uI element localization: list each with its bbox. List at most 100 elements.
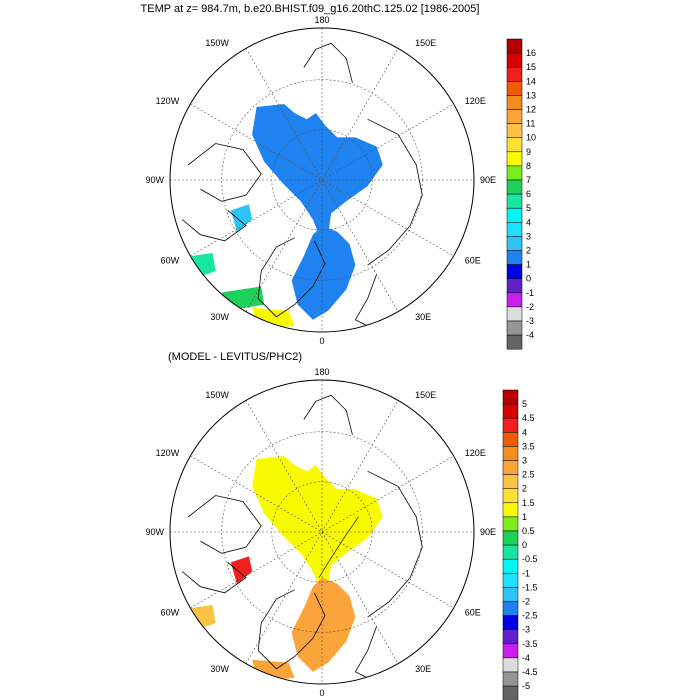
lon-label-r30: 30E (415, 664, 431, 674)
panel-title: (MODEL - LEVITUS/PHC2) (168, 351, 302, 363)
colorbar-label: 4.5 (522, 413, 535, 423)
colorbar-swatch (502, 671, 519, 687)
lon-label-r90: 90E (480, 175, 496, 185)
basin-region (252, 104, 383, 235)
contour-line (318, 516, 359, 578)
coastline (187, 143, 262, 202)
map-border (169, 27, 475, 333)
meridian (245, 48, 399, 312)
lon-label-l60: 60W (161, 256, 180, 266)
colorbar-label: 16 (526, 48, 536, 58)
colorbar-label: 0 (526, 274, 531, 284)
colorbar-label: 7 (526, 175, 531, 185)
colorbar-label: 8 (526, 161, 531, 171)
colorbar-label: 3.5 (522, 441, 535, 451)
coastline (354, 274, 378, 327)
colorbar-swatch (506, 165, 523, 181)
colorbar-swatch (502, 685, 519, 700)
colorbar-label: 3 (526, 231, 531, 241)
colorbar-swatch (506, 236, 523, 251)
colorbar-label: 9 (526, 147, 531, 157)
lon-label-l30: 30W (210, 312, 229, 322)
colorbar-label: 4 (522, 427, 527, 437)
lon-label-r150: 150E (415, 390, 436, 400)
longitude-labels: 180 0 150W 150E 120W 120E 90W 90E 60W 60E 30W 30E (145, 15, 496, 346)
colorbar-swatch (502, 446, 519, 461)
colorbar-label: 0 (522, 540, 527, 550)
coastline (303, 394, 353, 435)
colorbar-label: 0.5 (522, 526, 535, 536)
colorbar-label: 4 (526, 217, 531, 227)
colorbar-label: -5 (522, 681, 530, 691)
colorbar-swatch (502, 417, 519, 433)
lon-label-r30: 30E (415, 312, 431, 322)
lon-label-l60: 60W (161, 608, 180, 618)
lon-label-r90: 90E (480, 527, 496, 537)
colorbar-swatch (506, 334, 523, 350)
map-border (169, 379, 475, 685)
colorbar-swatch (502, 657, 519, 673)
nordic-region (291, 225, 356, 320)
colorbar-label: 11 (526, 119, 535, 129)
coastline (181, 210, 247, 242)
colorbar-swatch (506, 179, 523, 195)
colorbar-swatch (502, 502, 519, 518)
polar-map (169, 379, 475, 685)
labrador-region (191, 253, 216, 278)
colorbar-label: 5 (526, 203, 531, 213)
colorbar-swatch (502, 488, 519, 504)
colorbar-swatch (502, 558, 519, 574)
labrador-region (191, 605, 216, 630)
lon-label-bottom: 0 (319, 336, 324, 346)
colorbar-swatch (502, 601, 519, 616)
basin-region (252, 456, 383, 587)
colorbar-label: 13 (526, 90, 536, 100)
longitude-labels: 180 0 150W 150E 120W 120E 90W 90E 60W 60E 30W 30E (145, 367, 496, 698)
colorbar-label: -4.5 (522, 667, 538, 677)
lon-label-l90: 90W (145, 527, 164, 537)
colorbar-swatch (506, 320, 523, 336)
colorbar-label: 1 (526, 260, 531, 270)
lon-label-r60: 60E (465, 256, 481, 266)
colorbar-swatch (506, 306, 523, 322)
coastline (367, 118, 423, 266)
lon-label-r120: 120E (465, 448, 486, 458)
colorbar-swatch (506, 193, 523, 209)
colorbar-swatch (502, 474, 519, 489)
colorbar-label: 10 (526, 133, 536, 143)
colorbar-swatch (502, 432, 519, 447)
coastline (187, 495, 262, 554)
colorbar-label: -2 (522, 597, 530, 607)
colorbar-swatch (502, 587, 519, 602)
colorbar-swatch (506, 52, 523, 68)
lon-label-r60: 60E (465, 608, 481, 618)
lon-label-l150: 150W (205, 390, 229, 400)
colorbar-label: -3 (526, 316, 534, 326)
lon-label-l90: 90W (145, 175, 164, 185)
colorbar-label: -1 (526, 288, 534, 298)
nordic-region (291, 577, 356, 672)
colorbar-label: -0.5 (522, 554, 538, 564)
colorbar-swatch (506, 292, 523, 308)
colorbar-swatch (502, 403, 519, 419)
colorbar-swatch (506, 264, 523, 279)
colorbar-swatch (506, 95, 523, 110)
colorbar-swatch (506, 109, 523, 124)
lon-label-r150: 150E (415, 38, 436, 48)
baffin-region (230, 556, 253, 584)
colorbar-swatch (506, 278, 523, 294)
colorbar-label: -2 (526, 302, 534, 312)
lon-label-l120: 120W (156, 448, 180, 458)
colorbar: 5 4.5 4 3.5 3 2.5 2 1.5 1 0.5 0 -0.5 -1 -1.5 -2 -2.5 -3 -… (502, 389, 538, 700)
coastline (257, 589, 326, 670)
colorbar-label: 2 (522, 484, 527, 494)
colorbar-swatch (506, 123, 523, 138)
colorbar-label: -2.5 (522, 611, 538, 621)
coastline (303, 42, 353, 83)
colorbar-swatch (502, 615, 519, 630)
lon-label-l30: 30W (210, 664, 229, 674)
lon-label-r120: 120E (465, 96, 486, 106)
colorbar-label: 3 (522, 456, 527, 466)
